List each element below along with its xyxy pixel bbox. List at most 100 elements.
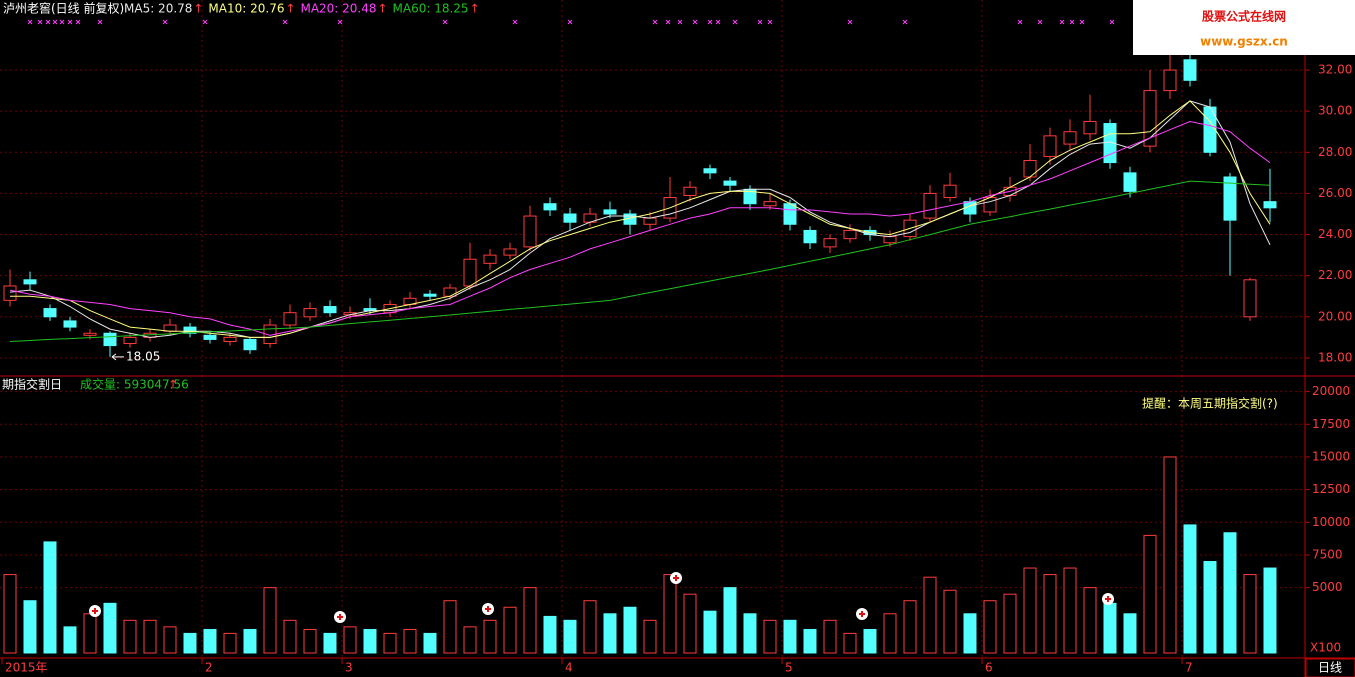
signal-cross (75, 19, 81, 25)
ma-line (10, 100, 1271, 338)
volume-bar (203, 628, 217, 654)
x-tick-label: 4 (565, 661, 573, 675)
candle-body (243, 338, 257, 351)
candle-body (323, 306, 337, 314)
legend-entry: MA5: 20.78 (124, 2, 192, 16)
candle-body (443, 287, 457, 297)
candle-body (683, 186, 697, 196)
signal-cross (1069, 19, 1075, 25)
volume-bar (863, 628, 877, 654)
volume-bar (1223, 532, 1237, 654)
volume-bar (263, 587, 277, 654)
volume-bar (283, 619, 297, 654)
signal-cross (37, 19, 43, 25)
volume-bar (163, 626, 177, 654)
candle-body (923, 192, 937, 219)
y-tick-label: 24.00 (1318, 227, 1352, 241)
legend: MA5: 20.78 ↑ MA10: 20.76 ↑ MA20: 20.48 ↑ MA60:… (124, 2, 480, 16)
candle-body (23, 279, 37, 285)
event-badge-cross (485, 606, 491, 612)
volume-bar (1143, 534, 1157, 654)
signal-cross (677, 19, 683, 25)
watermark-title: 股票公式在线网 (1202, 9, 1286, 24)
volume-bar (103, 602, 117, 654)
volume-bar (763, 619, 777, 654)
volume-bar (503, 606, 517, 654)
signal-cross (767, 19, 773, 25)
legend-arrow: ↑ (378, 2, 388, 16)
event-badge-cross (673, 575, 679, 581)
period-label: 日线 (1318, 661, 1342, 675)
volume-bar (583, 600, 597, 654)
volume-bar (43, 541, 57, 654)
volume-bar (1263, 567, 1277, 654)
volume-bar (903, 600, 917, 654)
volume-bar (883, 613, 897, 654)
signal-cross (665, 19, 671, 25)
y-tick-label: 20000 (1312, 384, 1350, 398)
volume-bar (423, 632, 437, 654)
candle-body (303, 308, 317, 318)
signal-cross (902, 19, 908, 25)
volume-bar (563, 619, 577, 654)
candle-body (703, 168, 717, 174)
volume-bar (83, 613, 97, 654)
candle-body (1023, 160, 1037, 178)
y-tick-label: 7500 (1312, 547, 1343, 561)
candle-body (543, 203, 557, 211)
candle-body (1223, 176, 1237, 221)
candle-body (1123, 172, 1137, 192)
signal-cross (45, 19, 51, 25)
candle-body (523, 215, 537, 248)
signal-cross (1059, 19, 1065, 25)
volume-arrow: ↑ (168, 378, 178, 392)
volume-unit: X100 (1310, 641, 1341, 655)
y-tick-label: 10000 (1312, 515, 1350, 529)
legend-arrow: ↑ (193, 2, 203, 16)
candle-body (3, 285, 17, 301)
volume-bar (3, 574, 17, 654)
volume-bar (983, 600, 997, 654)
volume-bar (1163, 456, 1177, 654)
y-tick-label: 30.00 (1318, 104, 1352, 118)
volume-bar (383, 632, 397, 654)
signal-cross (567, 19, 573, 25)
signal-cross (512, 19, 518, 25)
volume-bar (923, 576, 937, 654)
candle-body (1243, 279, 1257, 318)
signal-cross (1037, 19, 1043, 25)
candle-body (843, 229, 857, 240)
candle-body (1043, 135, 1057, 157)
signal-cross (732, 19, 738, 25)
volume-bar (323, 632, 337, 654)
candle-body (1083, 120, 1097, 135)
volume-bar (1043, 574, 1057, 654)
candle-body (783, 203, 797, 225)
x-tick-label: 7 (1185, 661, 1193, 675)
candle-body (1063, 131, 1077, 145)
candle-body (463, 258, 477, 287)
volume-bar (723, 587, 737, 654)
x-tick-label: 2 (205, 661, 213, 675)
x-tick-label: 2015年 (5, 661, 48, 675)
grid (0, 0, 1310, 664)
reminder-note: 提醒：本周五期指交割(?) (1142, 396, 1278, 411)
volume-bar (823, 619, 837, 654)
candle-body (223, 336, 237, 342)
event-badge-cross (337, 614, 343, 620)
volume-bar (1243, 574, 1257, 654)
watermark: 股票公式在线网 www.gszx.cn (1133, 0, 1355, 55)
candle-body (763, 201, 777, 207)
legend-entry: MA10: 20.76 (208, 2, 284, 16)
y-tick-label: 15000 (1312, 449, 1350, 463)
volume-bar (243, 628, 257, 654)
volume-bar (523, 587, 537, 654)
volume-bar (483, 619, 497, 654)
candle-body (943, 184, 957, 199)
volume-title: 期指交割日 (2, 377, 62, 392)
candle-body (423, 293, 437, 297)
candle-body (723, 180, 737, 186)
volume-bar (23, 600, 37, 654)
signal-cross (442, 19, 448, 25)
